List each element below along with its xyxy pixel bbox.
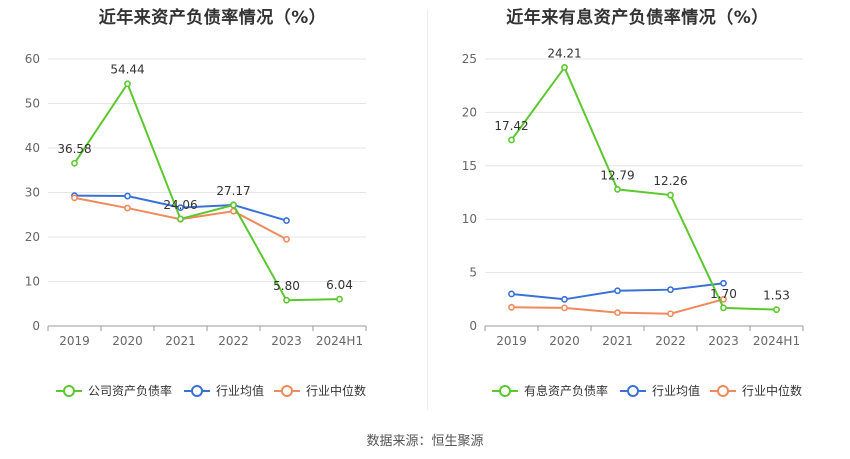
data-point-company bbox=[283, 296, 290, 304]
chart-svg: 0 5 10 15 20 25 2019 2020 2021 2022 2023 2024H1 17.4… bbox=[462, 46, 804, 398]
data-label: 1.53 bbox=[763, 289, 790, 303]
data-point-median bbox=[508, 303, 515, 311]
data-label: 12.26 bbox=[653, 174, 687, 188]
chart-svg: 0 10 20 30 40 50 60 2019 2020 2021 2022 2023 2024H1 3… bbox=[25, 52, 367, 398]
y-tick-label: 30 bbox=[25, 186, 40, 200]
y-tick-label: 25 bbox=[462, 52, 477, 66]
y-tick-label: 60 bbox=[25, 52, 40, 66]
data-label: 1.70 bbox=[710, 287, 737, 301]
x-tick-label: 2020 bbox=[549, 334, 580, 348]
data-point-median bbox=[614, 309, 621, 317]
data-label: 54.44 bbox=[110, 63, 144, 77]
data-label: 24.21 bbox=[547, 46, 581, 60]
panel-divider bbox=[427, 10, 428, 410]
legend-label: 行业中位数 bbox=[742, 383, 802, 398]
chart-title: 近年来资产负债率情况（%） bbox=[98, 8, 327, 28]
y-tick-label: 10 bbox=[462, 212, 477, 226]
data-point-avg bbox=[720, 279, 727, 287]
legend-marker-avg bbox=[191, 385, 203, 397]
y-tick-label: 20 bbox=[25, 230, 40, 244]
data-point-avg bbox=[283, 217, 290, 224]
legend-label: 有息资产负债率 bbox=[524, 383, 608, 398]
data-point-company bbox=[561, 64, 568, 71]
x-tick-label: 2024H1 bbox=[753, 334, 800, 348]
data-label: 27.17 bbox=[216, 184, 250, 198]
x-tick-label: 2019 bbox=[59, 334, 90, 348]
legend-marker-company bbox=[499, 385, 511, 397]
data-source-note: 数据来源：恒生聚源 bbox=[366, 434, 484, 449]
x-tick-label: 2023 bbox=[708, 334, 739, 348]
legend-marker-median bbox=[717, 385, 729, 397]
legend-label: 行业中位数 bbox=[306, 383, 366, 398]
series-line-company bbox=[510, 65, 777, 311]
x-tick-label: 2019 bbox=[496, 334, 527, 348]
data-point-company bbox=[773, 306, 780, 314]
data-point-median bbox=[561, 304, 568, 312]
data-point-median bbox=[124, 204, 131, 212]
legend-label: 行业均值 bbox=[652, 383, 700, 398]
chart-title: 近年来有息资产负债率情况（%） bbox=[506, 8, 769, 28]
data-point-company bbox=[336, 295, 343, 303]
data-point-avg bbox=[124, 192, 131, 200]
data-point-company bbox=[667, 191, 674, 199]
y-tick-label: 5 bbox=[469, 266, 477, 280]
data-label: 36.58 bbox=[57, 142, 91, 156]
data-point-avg bbox=[667, 286, 674, 294]
data-label: 24.06 bbox=[163, 198, 197, 212]
data-point-avg bbox=[177, 204, 184, 212]
data-point-median bbox=[667, 310, 674, 318]
x-tick-label: 2024H1 bbox=[316, 334, 363, 348]
data-point-company bbox=[508, 136, 515, 144]
data-point-company bbox=[614, 186, 621, 193]
data-label: 6.04 bbox=[326, 278, 353, 292]
x-tick-label: 2021 bbox=[602, 334, 633, 348]
y-tick-label: 0 bbox=[32, 319, 40, 333]
data-point-avg bbox=[561, 295, 568, 303]
x-tick-label: 2022 bbox=[218, 334, 249, 348]
data-label: 5.80 bbox=[273, 279, 300, 293]
data-point-avg bbox=[614, 287, 621, 295]
x-tick-label: 2022 bbox=[655, 334, 686, 348]
data-label: 12.79 bbox=[600, 168, 634, 182]
data-point-median bbox=[720, 295, 727, 303]
data-point-avg bbox=[508, 290, 515, 298]
series-line-company bbox=[73, 81, 340, 302]
y-tick-label: 20 bbox=[462, 105, 477, 119]
y-tick-label: 10 bbox=[25, 275, 40, 289]
data-point-company bbox=[720, 304, 727, 312]
y-tick-label: 50 bbox=[25, 97, 40, 111]
x-tick-label: 2023 bbox=[271, 334, 302, 348]
chart-panel-debt-ratio: 近年来资产负债率情况（%） 0 10 20 30 40 50 60 2019 2020 2021 2… bbox=[0, 0, 425, 420]
y-tick-label: 40 bbox=[25, 141, 40, 155]
x-tick-label: 2021 bbox=[165, 334, 196, 348]
legend-label: 公司资产负债率 bbox=[88, 383, 172, 398]
legend-label: 行业均值 bbox=[216, 383, 264, 398]
data-point-company bbox=[230, 201, 237, 209]
legend-marker-median bbox=[281, 385, 293, 397]
data-point-median bbox=[283, 235, 290, 243]
data-point-company bbox=[71, 159, 78, 167]
data-label: 17.42 bbox=[494, 119, 528, 133]
legend-marker-avg bbox=[627, 385, 639, 397]
legend-marker-company bbox=[63, 385, 75, 397]
data-point-median bbox=[71, 194, 78, 202]
data-point-company bbox=[124, 80, 131, 88]
y-tick-label: 0 bbox=[469, 319, 477, 333]
data-point-company bbox=[177, 215, 184, 223]
x-tick-label: 2020 bbox=[112, 334, 143, 348]
y-tick-label: 15 bbox=[462, 159, 477, 173]
chart-panel-interest-debt-ratio: 近年来有息资产负债率情况（%） 0 5 10 15 20 25 2019 2020 2021 20… bbox=[425, 0, 850, 420]
